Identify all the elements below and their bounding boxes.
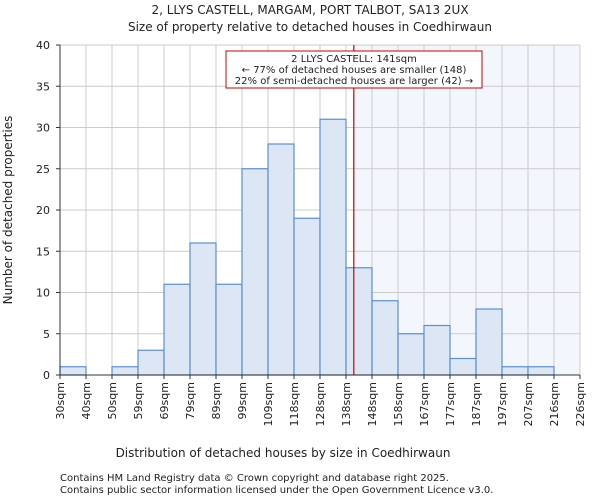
x-tick-label: 216sqm [548,382,561,426]
histogram-bar [111,366,139,376]
x-tick-label: 69sqm [158,382,171,419]
annotation-box: 2 LLYS CASTELL: 141sqm ← 77% of detached… [225,50,483,89]
x-tick-label: 226sqm [574,382,587,426]
x-tick-label: 79sqm [184,382,197,419]
x-tick-label: 128sqm [314,382,327,426]
histogram-bar [397,333,425,376]
histogram-bar [267,143,295,376]
histogram-bar [423,324,451,376]
histogram-bar [241,168,269,376]
histogram-bar [449,357,477,376]
annotation-line3: 22% of semi-detached houses are larger (… [235,76,473,87]
y-tick-label: 40 [36,39,50,52]
x-tick-label: 138sqm [340,382,353,426]
y-tick-label: 10 [36,287,50,300]
x-tick-label: 187sqm [470,382,483,426]
x-tick-label: 158sqm [392,382,405,426]
x-tick-label: 148sqm [366,382,379,426]
histogram-bar [345,267,373,376]
y-tick-label: 15 [36,245,50,258]
footer-line1: Contains HM Land Registry data © Crown c… [60,473,449,484]
y-tick-label: 35 [36,80,50,93]
x-tick-label: 89sqm [210,382,223,419]
chart-title: 2, LLYS CASTELL, MARGAM, PORT TALBOT, SA… [151,3,468,17]
y-tick-label: 25 [36,163,50,176]
x-tick-label: 207sqm [522,382,535,426]
histogram-bar [137,349,165,376]
histogram-bar [475,308,503,376]
histogram-bar [527,366,555,376]
histogram-bar [319,118,347,376]
histogram-bar [215,283,243,376]
y-tick-label: 20 [36,204,50,217]
x-tick-label: 40sqm [80,382,93,419]
histogram-bar [501,366,529,376]
y-tick-label: 5 [43,328,50,341]
footer-line2: Contains public sector information licen… [60,485,493,496]
histogram-bar [189,242,217,376]
x-tick-label: 118sqm [288,382,301,426]
histogram-bar [163,283,191,376]
x-tick-label: 109sqm [262,382,275,426]
x-tick-label: 99sqm [236,382,249,419]
histogram-bar [371,300,399,376]
y-tick-label: 0 [43,369,50,382]
x-tick-label: 59sqm [132,382,145,419]
x-tick-label: 30sqm [54,382,67,419]
annotation-line1: 2 LLYS CASTELL: 141sqm [291,54,417,65]
x-tick-label: 197sqm [496,382,509,426]
x-axis-label: Distribution of detached houses by size … [116,446,451,460]
histogram-bar [59,366,87,376]
chart-subtitle: Size of property relative to detached ho… [128,20,492,34]
x-tick-label: 177sqm [444,382,457,426]
x-tick-label: 50sqm [106,382,119,419]
annotation-line2: ← 77% of detached houses are smaller (14… [242,65,467,76]
x-tick-label: 167sqm [418,382,431,426]
y-axis-label: Number of detached properties [1,116,15,305]
histogram-bar [293,217,321,376]
y-tick-label: 30 [36,122,50,135]
